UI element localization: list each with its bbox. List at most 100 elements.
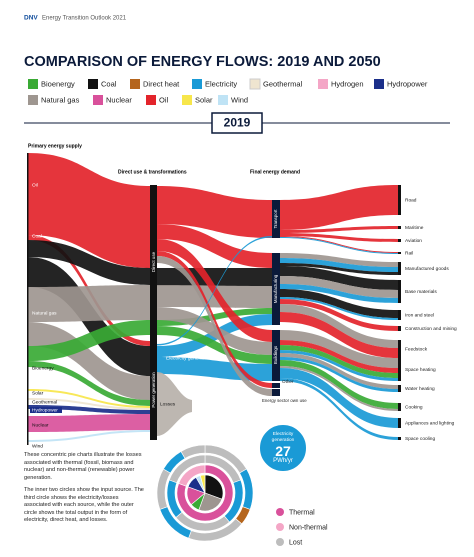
pie-segment [178, 464, 206, 487]
year: 2019 [224, 116, 251, 130]
end-bar [398, 385, 401, 392]
flows [28, 153, 398, 542]
flow [157, 256, 272, 396]
sector-label: Transport [273, 209, 278, 229]
legend-label: Natural gas [41, 95, 80, 104]
legend-label: Direct heat [143, 79, 180, 88]
badge-label: Electricity generation [271, 432, 295, 443]
end-use-label: Appliances and lighting [405, 420, 455, 426]
badge-circle [258, 423, 308, 473]
sector-bar [272, 253, 280, 325]
legend-swatch [192, 79, 202, 89]
flow [280, 304, 398, 348]
legend-label: Coal [101, 79, 117, 88]
losses-flow [157, 372, 192, 436]
brand: DNV [24, 15, 38, 22]
flow [280, 345, 398, 378]
legend-swatch [130, 79, 140, 89]
flow [280, 237, 398, 254]
pie-legend-dot [276, 538, 284, 546]
sector-label: Buildings [273, 345, 278, 364]
column-header: Final energy demand [250, 169, 300, 175]
end-use-label: Feedstock [405, 346, 428, 352]
end-use-label: Base materials [405, 289, 437, 295]
badge-value: 27 [275, 442, 291, 459]
sector-label: Manufacturing [273, 274, 278, 303]
sector-label: Other [282, 379, 294, 384]
flow [280, 312, 398, 358]
legend-swatch [249, 78, 261, 90]
legend-label: Oil [159, 95, 169, 104]
end-bar [398, 358, 401, 381]
legend-swatch [146, 95, 156, 105]
flow [28, 240, 150, 285]
pie-legend-dot [276, 523, 284, 531]
flow [280, 289, 398, 318]
source-label: Geothermal [32, 399, 57, 405]
note: These concentric pie charts illustrate t… [24, 452, 142, 481]
legend-swatch [318, 79, 328, 89]
flow [28, 153, 150, 268]
legend-swatch [88, 79, 98, 89]
flow [280, 266, 398, 290]
flow [280, 226, 398, 233]
middle-bar [150, 185, 157, 440]
flow [280, 185, 398, 230]
flow [280, 340, 398, 373]
legend-swatch [374, 79, 384, 89]
source-label: Nuclear [32, 422, 49, 428]
flow [280, 233, 398, 242]
sector-bar [272, 383, 280, 388]
flow [28, 430, 150, 442]
flow [280, 350, 398, 381]
end-bar [398, 185, 401, 215]
pie-legend-label: Lost [289, 539, 302, 546]
flow [28, 320, 150, 361]
sector-bar [272, 200, 280, 238]
source-label: Wind [32, 443, 43, 449]
losses-label: Losses [160, 401, 176, 407]
flow [28, 414, 150, 432]
end-bar [398, 280, 401, 303]
flow [157, 251, 272, 388]
source-tag [30, 407, 62, 413]
end-use-label: Manufactured goods [405, 266, 449, 272]
legend-label: Geothermal [263, 79, 303, 88]
pie-segment [180, 444, 206, 459]
end-bar [398, 418, 401, 428]
end-bar [398, 326, 401, 331]
flow [280, 353, 398, 389]
legend-swatch [28, 95, 38, 105]
legend-swatch [28, 79, 38, 89]
legend-label: Wind [231, 95, 248, 104]
flow [157, 307, 272, 355]
flow [280, 366, 398, 411]
end-use-label: Road [405, 197, 417, 203]
end-bar [398, 262, 401, 275]
flow [157, 268, 272, 286]
pie-segment [168, 454, 206, 484]
legend-swatch [93, 95, 103, 105]
end-use-label: Water heating [405, 386, 435, 392]
end-bar [398, 252, 401, 254]
end-use-label: Maritime [405, 225, 424, 231]
end-use-label: Space heating [405, 367, 436, 373]
legend-swatch [182, 95, 192, 105]
flow [280, 378, 398, 440]
legend-label: Hydropower [387, 79, 428, 88]
column-header: Direct use & transformations [118, 169, 187, 175]
legend-label: Nuclear [106, 95, 132, 104]
legend-label: Hydrogen [331, 79, 364, 88]
pie-segment [199, 474, 206, 494]
flow [28, 361, 150, 406]
flow [280, 368, 398, 428]
flow [157, 224, 272, 268]
end-use-label: Space cooling [405, 436, 435, 442]
legend-swatch [218, 95, 228, 105]
pie-legend-label: Thermal [289, 509, 315, 516]
flow [280, 299, 398, 331]
source-label: Hydropower [32, 407, 58, 413]
end-bar [398, 403, 401, 411]
